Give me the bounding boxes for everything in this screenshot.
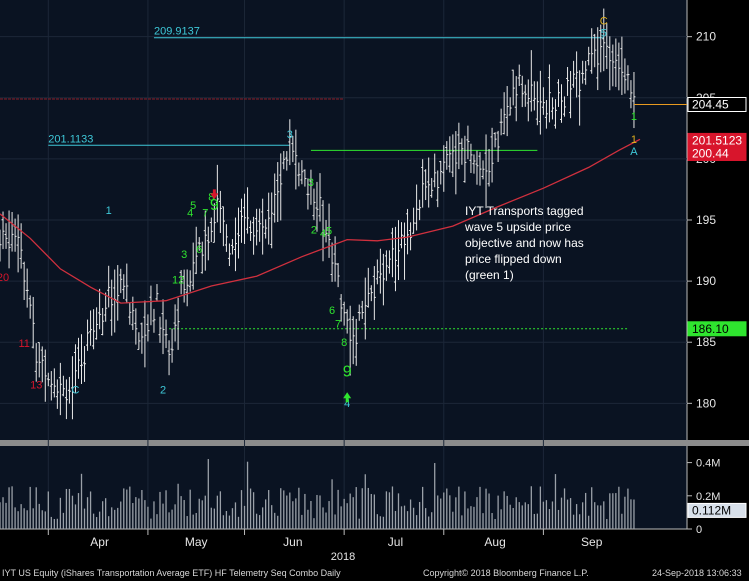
volume-bars xyxy=(0,459,635,529)
price-tick-label: 195 xyxy=(696,213,716,227)
wave-label: 6 xyxy=(329,305,335,317)
wave-label: 1 xyxy=(631,111,637,123)
footer-security: IYT US Equity (iShares Transportation Av… xyxy=(2,568,341,578)
wave-label: 20 xyxy=(0,272,9,284)
annotation-line: IYT Transports tagged xyxy=(465,204,584,218)
price-label-box xyxy=(687,97,747,112)
price-bars xyxy=(0,8,636,420)
wave-label: 4 xyxy=(320,228,326,240)
wave-label: 4 xyxy=(187,207,193,219)
wave-label: C xyxy=(71,385,79,397)
price-tick-label: 185 xyxy=(696,335,716,349)
price-tick-label: 180 xyxy=(696,396,716,410)
reference-line-label: 201.1133 xyxy=(48,133,93,145)
wave-label: 7 xyxy=(335,319,341,331)
wave-label: 8 xyxy=(208,191,214,203)
price-label-box xyxy=(687,321,747,337)
wave-labels: C53124C11A99876543123245678111320 xyxy=(0,15,638,410)
price-label-text: 200.44 xyxy=(692,147,729,161)
month-label: Apr xyxy=(90,535,109,549)
wave-label: A xyxy=(630,146,638,158)
price-label-text: 186.10 xyxy=(692,322,729,336)
signal-arrow xyxy=(210,189,219,200)
price-axis-ticks: 180185190195200205210 xyxy=(687,30,716,410)
wave-label: 5 xyxy=(601,28,607,40)
signal-arrow xyxy=(343,392,352,403)
price-label-text: 201.5123 xyxy=(692,133,742,147)
wave-label: 6 xyxy=(196,244,202,256)
wave-label: C xyxy=(600,15,608,27)
footer: IYT US Equity (iShares Transportation Av… xyxy=(0,566,749,581)
annotation-line: objective and now has xyxy=(465,236,584,250)
month-label: Sep xyxy=(581,535,603,549)
price-tick-label: 190 xyxy=(696,274,716,288)
wave-label: 4 xyxy=(344,398,350,410)
volume-axis-ticks: 0.4M 0.2M 0 xyxy=(687,458,720,536)
volume-tick-label: 0 xyxy=(696,524,702,536)
month-label: Aug xyxy=(484,535,505,549)
wave-label: 2 xyxy=(311,224,317,236)
wave-label: 7 xyxy=(202,207,208,219)
moving-average-line xyxy=(0,138,641,304)
wave-label: 5 xyxy=(190,200,196,212)
volume-tick-label: 0.4M xyxy=(696,458,720,470)
wave-label: 11 xyxy=(18,338,29,350)
reference-line-label: 209.9137 xyxy=(154,26,200,38)
chart-annotation: IYT Transports tagged wave 5 upside price… xyxy=(464,204,584,282)
wave-label: 3 xyxy=(308,177,314,189)
footer-timestamp: 24-Sep-2018 13:06:33 xyxy=(652,568,742,578)
annotation-line: (green 1) xyxy=(465,268,514,282)
wave-label: 3 xyxy=(287,129,293,141)
month-label: Jul xyxy=(388,535,403,549)
year-label: 2018 xyxy=(331,551,355,563)
price-label-box xyxy=(687,146,747,162)
wave-label: 3 xyxy=(181,249,187,261)
footer-copyright: Copyright© 2018 Bloomberg Finance L.P. xyxy=(423,568,589,578)
wave-label: 5 xyxy=(326,226,332,238)
annotation-line: price flipped down xyxy=(465,252,562,266)
wave-label: 12 xyxy=(172,275,184,287)
wave-label: 8 xyxy=(341,337,347,349)
wave-label: 13 xyxy=(30,380,42,392)
time-axis-background xyxy=(0,529,749,566)
month-label: May xyxy=(185,535,208,549)
signal-arrows xyxy=(210,189,352,403)
volume-label-text: 0.112M xyxy=(692,503,731,517)
wave-label: 9 xyxy=(343,363,352,380)
volume-tick-label: 0.2M xyxy=(696,491,720,503)
panel-separator xyxy=(0,440,749,446)
wave-label: 2 xyxy=(160,385,166,397)
wave-label: 1 xyxy=(106,205,112,217)
wave-label: 9 xyxy=(210,197,219,214)
price-label-text: 204.45 xyxy=(692,98,729,112)
wave-label: 1 xyxy=(631,134,637,146)
month-labels: Apr May Jun Jul Aug Sep xyxy=(47,529,603,549)
price-tick-label: 210 xyxy=(696,30,716,44)
volume-label-box xyxy=(687,502,747,518)
month-label: Jun xyxy=(283,535,302,549)
annotation-line: wave 5 upside price xyxy=(464,220,571,234)
reference-lines: 209.9137 201.1133 xyxy=(0,26,628,330)
